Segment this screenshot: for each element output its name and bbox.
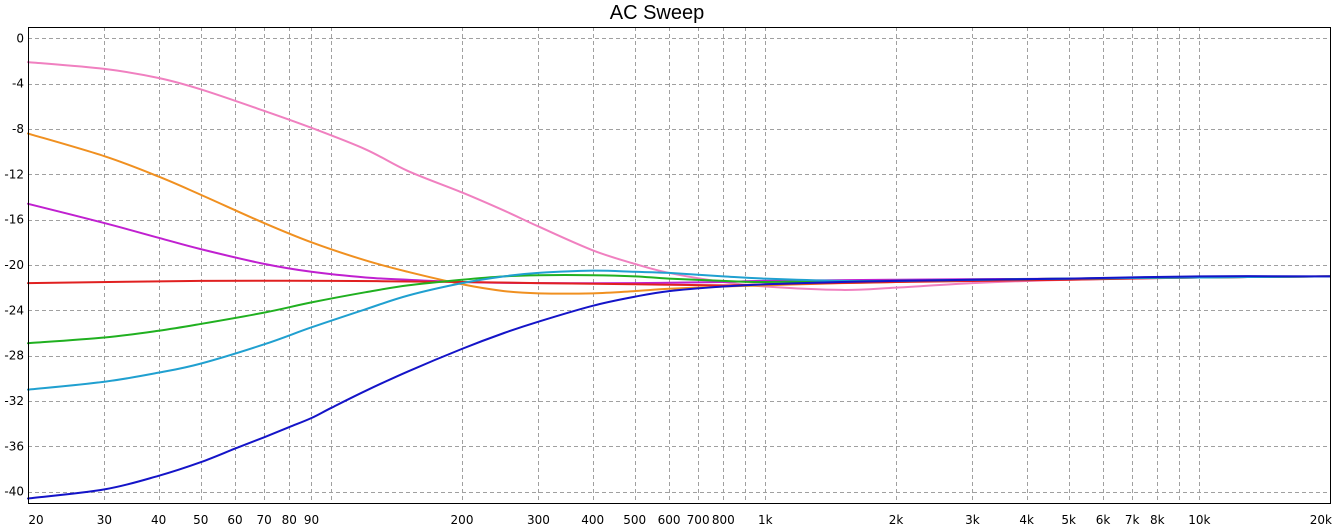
x-tick-label: 50 <box>193 513 208 527</box>
x-tick-label: 600 <box>658 513 681 527</box>
x-tick-label: 800 <box>712 513 735 527</box>
y-tick-label: -8 <box>12 122 24 136</box>
x-tick-label: 2k <box>889 513 904 527</box>
x-tick-label: 20k <box>1310 513 1332 527</box>
series-line-3 <box>27 202 1331 285</box>
x-tick-label: 70 <box>256 513 271 527</box>
plot-frame <box>28 27 1331 504</box>
y-tick-label: -20 <box>4 258 24 272</box>
x-axis-tick-labels: 20 30 40 50 60 70 80 90 200 300 400 500 600 700 800 1k 2… <box>28 513 1332 527</box>
x-tick-label: 200 <box>451 513 474 527</box>
x-tick-label: 10k <box>1188 513 1210 527</box>
y-axis-tick-labels: 0 -4 -8 -12 -16 -20 -24 -28 -32 -36 -40 <box>4 31 24 498</box>
x-tick-label: 4k <box>1019 513 1034 527</box>
y-tick-label: 0 <box>16 31 24 45</box>
x-tick-label: 6k <box>1096 513 1111 527</box>
x-tick-label: 300 <box>527 513 550 527</box>
x-tick-label: 500 <box>623 513 646 527</box>
y-tick-label: -32 <box>4 394 24 408</box>
x-tick-label: 5k <box>1061 513 1076 527</box>
series-line-1 <box>27 61 1331 291</box>
x-tick-label: 7k <box>1125 513 1140 527</box>
y-tick-label: -36 <box>4 439 24 453</box>
x-tick-label: 8k <box>1150 513 1165 527</box>
chart-title: AC Sweep <box>610 2 705 24</box>
x-tick-label: 90 <box>304 513 319 527</box>
x-tick-label: 3k <box>965 513 980 527</box>
y-tick-label: -24 <box>4 303 24 317</box>
x-tick-label: 700 <box>687 513 710 527</box>
y-tick-label: -16 <box>4 213 24 227</box>
series-line-7 <box>27 275 1331 500</box>
x-tick-label: 20 <box>28 513 43 527</box>
x-tick-label: 40 <box>151 513 166 527</box>
x-tick-label: 1k <box>758 513 773 527</box>
y-tick-label: -28 <box>4 349 24 363</box>
x-tick-label: 60 <box>227 513 242 527</box>
x-tick-label: 80 <box>282 513 297 527</box>
y-tick-label: -4 <box>12 77 24 91</box>
grid-layer <box>28 27 1331 503</box>
y-tick-label: -40 <box>4 485 24 499</box>
x-tick-label: 30 <box>97 513 112 527</box>
series-line-2 <box>27 132 1331 295</box>
y-tick-label: -12 <box>4 167 24 181</box>
x-tick-label: 400 <box>581 513 604 527</box>
series-layer <box>27 61 1331 500</box>
